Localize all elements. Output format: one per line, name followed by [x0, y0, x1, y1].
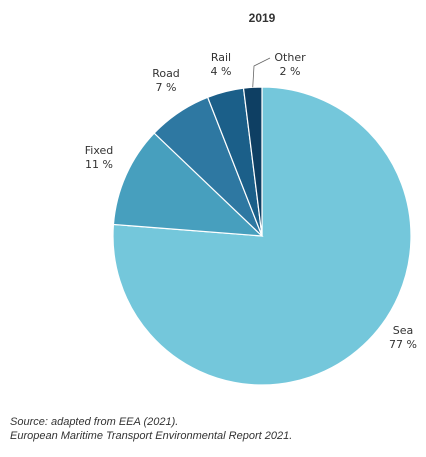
slice-value-rail: 4 % — [211, 65, 232, 78]
slice-label-rail: Rail — [211, 51, 231, 64]
leader-line-other — [252, 57, 271, 88]
pie-slices — [112, 86, 412, 386]
pie-slice-other — [242, 86, 263, 237]
slice-value-other: 2 % — [280, 65, 301, 78]
slice-value-road: 7 % — [156, 81, 177, 94]
source-note: Source: adapted from EEA (2021). Europea… — [10, 415, 292, 443]
pie-slice-fixed — [112, 132, 264, 237]
slice-value-sea: 77 % — [389, 338, 417, 351]
slice-label-road: Road — [152, 67, 180, 80]
chart-title: 2019 — [249, 11, 276, 25]
source-line-2: European Maritime Transport Environmenta… — [10, 430, 293, 442]
slice-value-fixed: 11 % — [85, 158, 113, 171]
source-line-1: Source: adapted from EEA (2021). — [10, 416, 179, 428]
slice-label-other: Other — [274, 51, 306, 64]
pie-slice-sea — [112, 86, 412, 386]
slice-label-fixed: Fixed — [85, 144, 114, 157]
slice-label-sea: Sea — [393, 324, 414, 337]
